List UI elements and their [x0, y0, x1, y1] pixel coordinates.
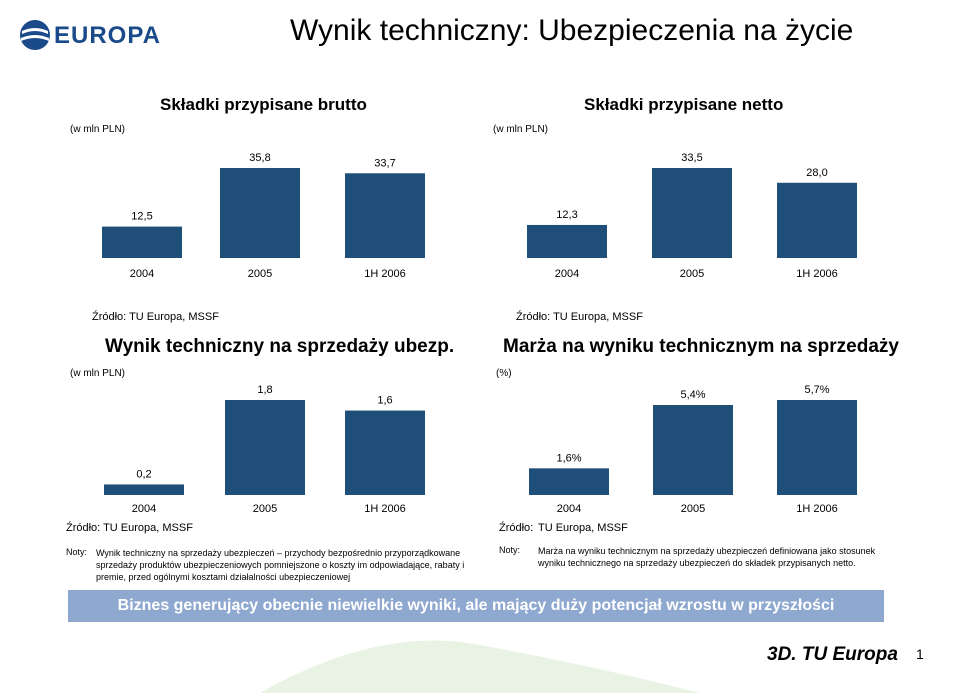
chart-gross: 12,5 2004 35,8 2005 33,7 1H 2006 — [90, 140, 430, 290]
x-tick-label: 2004 — [132, 503, 156, 515]
notes-left-text: Wynik techniczny na sprzedaży ubezpiecze… — [96, 548, 465, 582]
bar-2004 — [102, 226, 182, 258]
chart-title-gross: Składki przypisane brutto — [160, 95, 367, 114]
chart-source-margin-label: Źródło: — [499, 522, 534, 534]
x-tick-label: 1H 2006 — [796, 503, 838, 515]
bar-value-label: 28,0 — [806, 167, 827, 179]
bar-value-label: 1,6 — [377, 395, 392, 407]
notes-left-label: Noty: — [66, 547, 88, 557]
x-tick-label: 2005 — [248, 268, 272, 280]
summary-banner-text: Biznes generujący obecnie niewielkie wyn… — [117, 597, 835, 614]
page-title: Wynik techniczny: Ubezpieczenia na życie — [290, 14, 854, 47]
chart-source-gross: Źródło: TU Europa, MSSF — [92, 311, 219, 323]
chart-margin: 1,6% 2004 5,4% 2005 5,7% 1H 2006 — [515, 368, 857, 521]
chart-title-margin: Marża na wyniku technicznym na sprzedaży — [503, 336, 899, 357]
chart-margin-svg: 1,6% 2004 5,4% 2005 5,7% 1H 2006 — [529, 384, 857, 515]
bar-value-label: 0,2 — [136, 468, 151, 480]
chart-source-net: Źródło: TU Europa, MSSF — [516, 311, 643, 323]
bar-value-label: 33,7 — [374, 157, 395, 169]
bar-value-label: 35,8 — [249, 152, 270, 164]
x-tick-label: 1H 2006 — [796, 268, 838, 280]
x-tick-label: 2005 — [680, 268, 704, 280]
bar-value-label: 12,5 — [131, 211, 152, 223]
bar-value-label: 1,6% — [556, 452, 581, 464]
chart-unit-net: (w mln PLN) — [493, 124, 549, 135]
chart-source-technical-result: Źródło: TU Europa, MSSF — [66, 522, 193, 534]
bar-2005 — [652, 168, 732, 258]
x-tick-label: 1H 2006 — [364, 503, 406, 515]
bar-2005 — [653, 405, 733, 495]
bar-2004 — [529, 468, 609, 495]
section-tag: 3D. TU Europa — [767, 644, 898, 665]
page-number: 1 — [916, 646, 924, 662]
bar-value-label: 33,5 — [681, 152, 702, 164]
globe-icon — [20, 20, 50, 50]
chart-unit-margin: (%) — [496, 368, 512, 379]
bar-2005 — [225, 400, 305, 495]
chart-source-margin: TU Europa, MSSF — [538, 522, 628, 534]
notes-right-text: Marża na wyniku technicznym na sprzedaży… — [538, 546, 876, 568]
chart-title-net: Składki przypisane netto — [584, 95, 784, 114]
notes-right-label: Noty: — [499, 545, 521, 555]
chart-unit-gross: (w mln PLN) — [70, 124, 126, 135]
bar-2005 — [220, 168, 300, 258]
x-tick-label: 2004 — [130, 268, 154, 280]
background-swoosh-graphic — [260, 640, 700, 693]
chart-title-technical-result: Wynik techniczny na sprzedaży ubezp. — [105, 336, 455, 357]
bar-1h-2006 — [777, 182, 857, 258]
brand-logo — [16, 16, 156, 54]
bar-1h-2006 — [777, 400, 857, 495]
bar-value-label: 5,4% — [680, 389, 705, 401]
x-tick-label: 2005 — [253, 503, 277, 515]
x-tick-label: 2005 — [681, 503, 705, 515]
summary-banner: Biznes generujący obecnie niewielkie wyn… — [68, 590, 884, 622]
chart-technical-result: 0,2 2004 1,8 2005 1,6 1H 2006 — [90, 368, 430, 521]
bar-value-label: 1,8 — [257, 384, 272, 396]
chart-net: 12,3 2004 33,5 2005 28,0 1H 2006 — [515, 140, 857, 290]
chart-unit-technical-result: (w mln PLN) — [70, 368, 126, 379]
chart-gross-svg: 12,5 2004 35,8 2005 33,7 1H 2006 — [102, 152, 425, 280]
bar-2004 — [104, 484, 184, 495]
brand-name: EUROPA — [54, 22, 161, 49]
chart-technical-result-svg: 0,2 2004 1,8 2005 1,6 1H 2006 — [104, 384, 425, 515]
x-tick-label: 2004 — [555, 268, 579, 280]
bar-1h-2006 — [345, 173, 425, 258]
bar-value-label: 5,7% — [804, 384, 829, 396]
x-tick-label: 2004 — [557, 503, 581, 515]
bar-1h-2006 — [345, 410, 425, 495]
bar-value-label: 12,3 — [556, 209, 577, 221]
chart-net-svg: 12,3 2004 33,5 2005 28,0 1H 2006 — [527, 152, 857, 280]
x-tick-label: 1H 2006 — [364, 268, 406, 280]
bar-2004 — [527, 224, 607, 258]
